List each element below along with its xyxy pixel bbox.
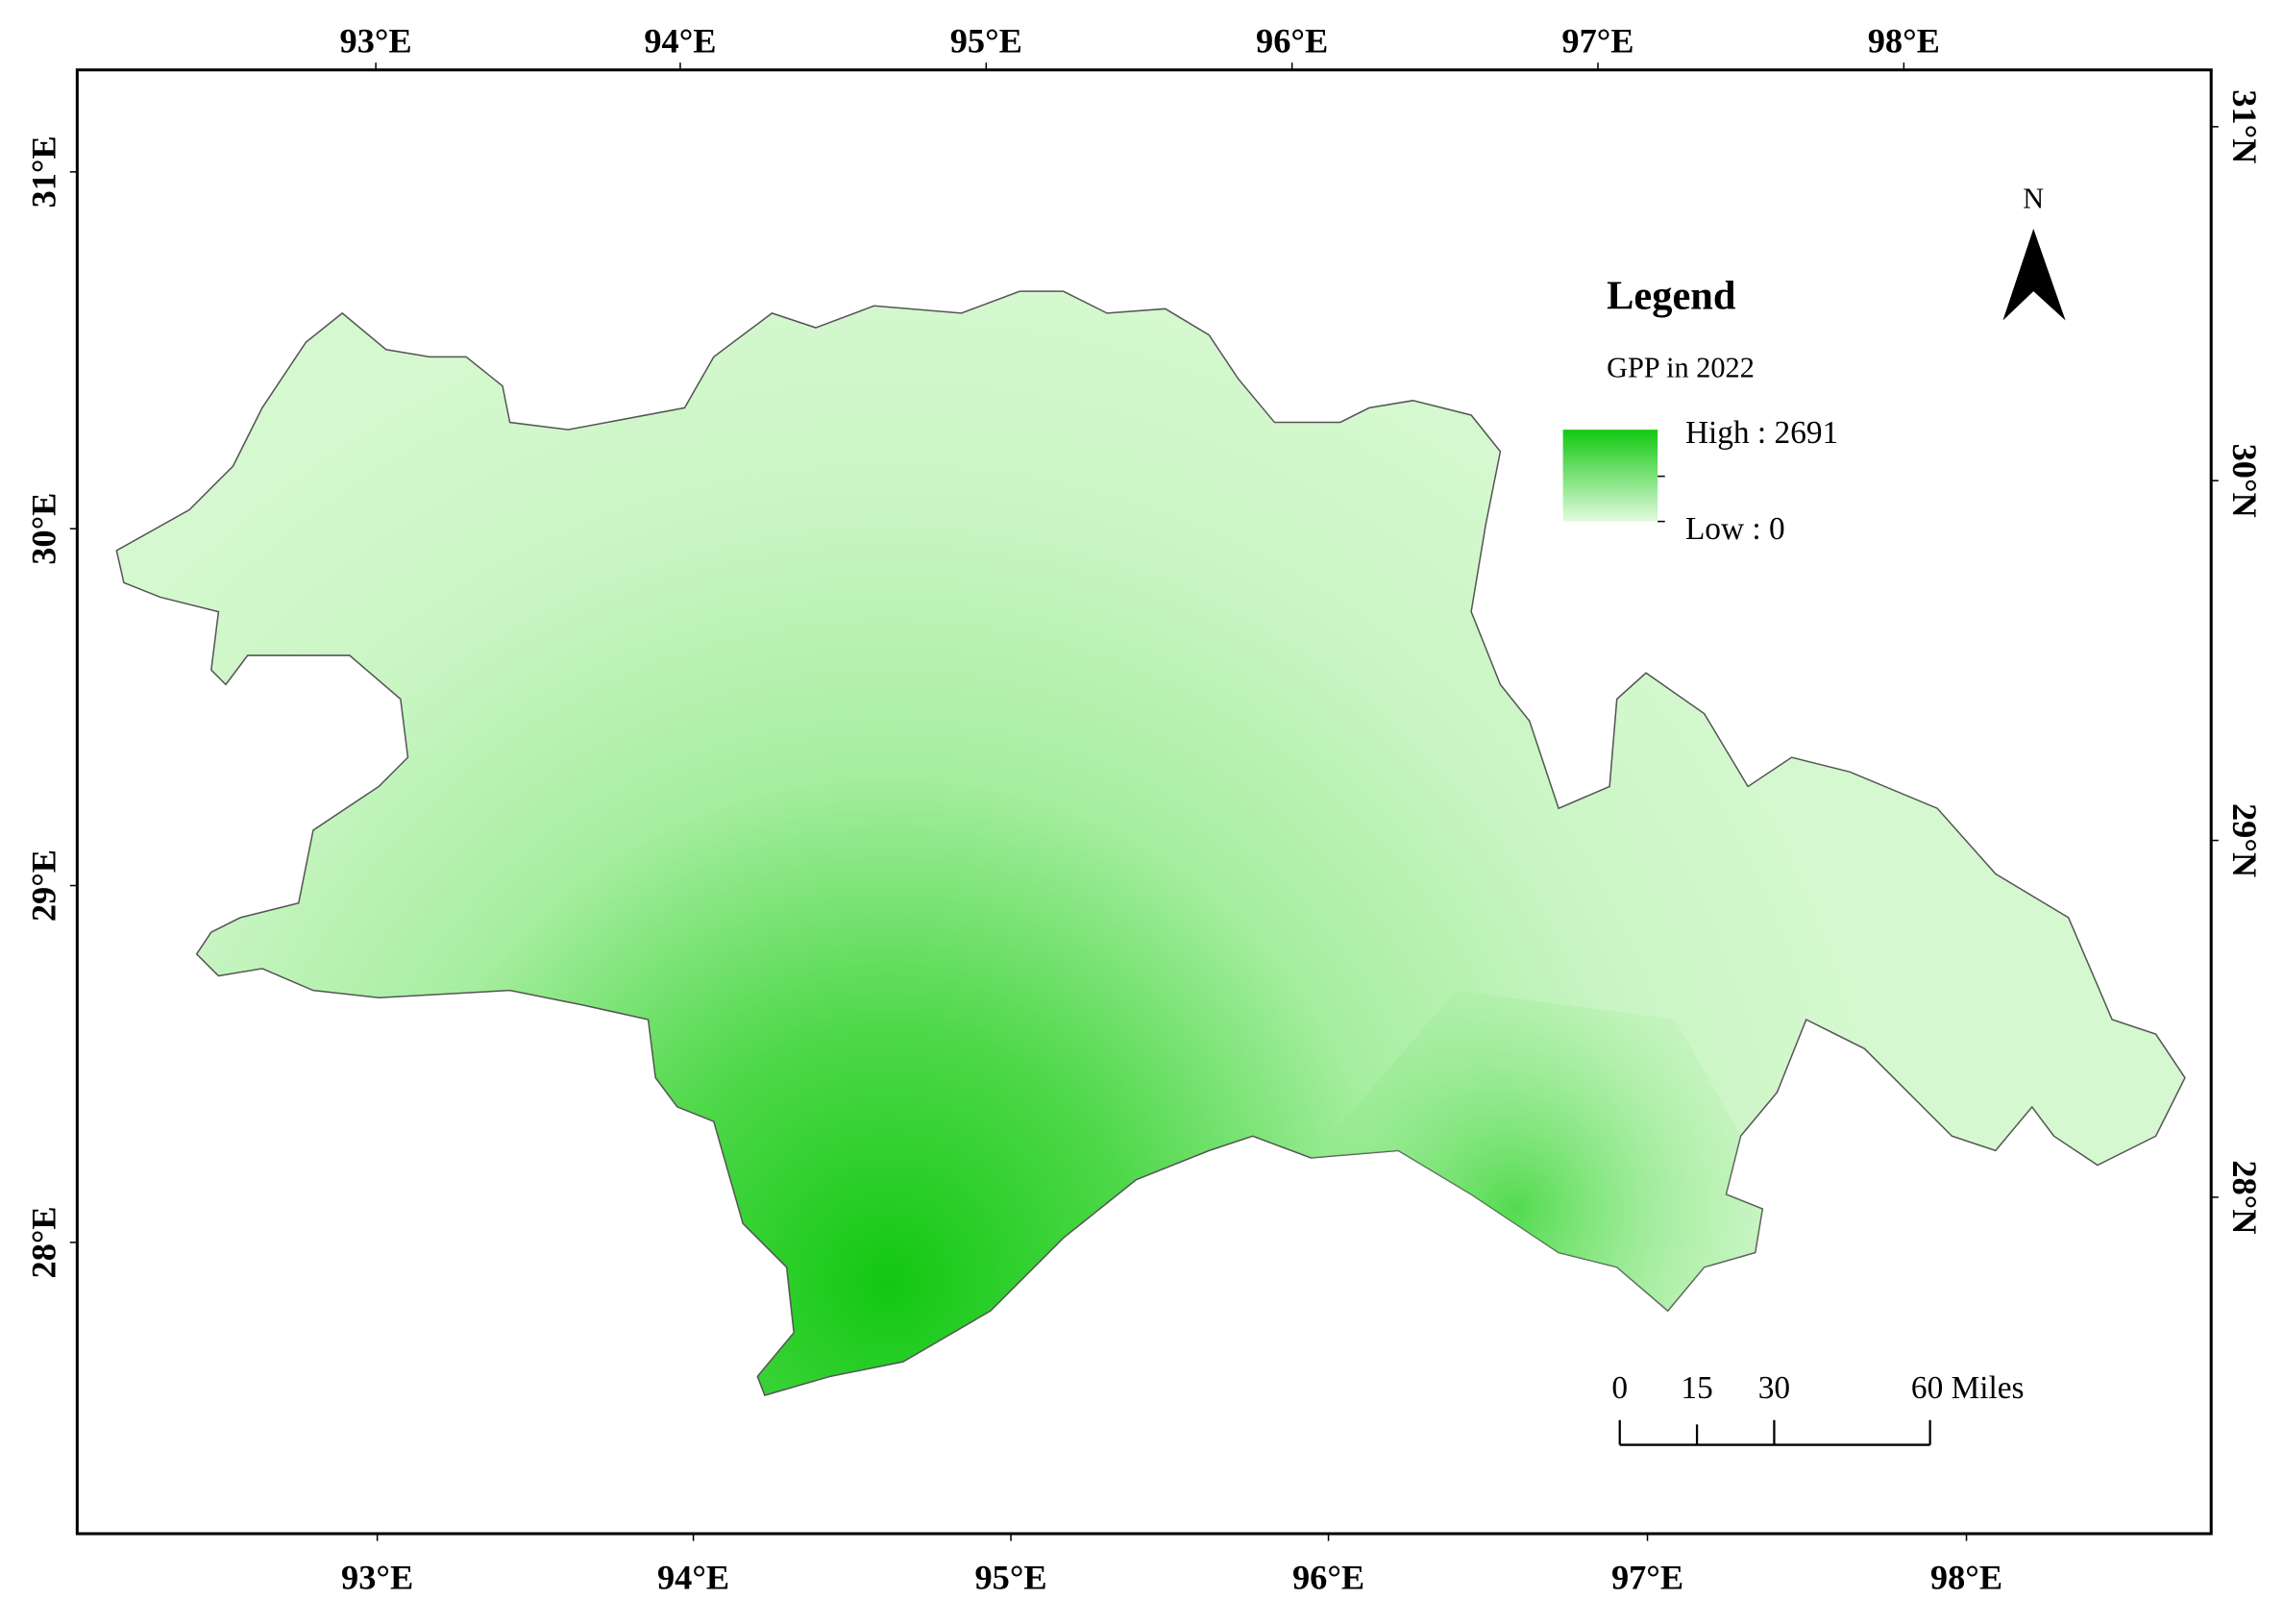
top-lon-label: 95°E bbox=[950, 22, 1022, 61]
right-lat-label: 29°N bbox=[2225, 803, 2264, 877]
right-lat-label: 28°N bbox=[2225, 1160, 2264, 1234]
legend-layer: GPP in 2022 bbox=[1607, 352, 1755, 384]
legend-title: Legend bbox=[1607, 273, 1736, 318]
scale-label: 0 bbox=[1611, 1370, 1628, 1406]
bottom-lon-label: 96°E bbox=[1292, 1559, 1364, 1597]
gpp-raster-east bbox=[1311, 990, 1763, 1312]
left-lat-label: 31°E bbox=[25, 135, 63, 208]
top-lon-label: 96°E bbox=[1256, 22, 1328, 61]
left-lat-label: 28°E bbox=[25, 1206, 63, 1278]
scale-label: 15 bbox=[1681, 1370, 1712, 1406]
left-lat-label: 30°E bbox=[25, 493, 63, 565]
top-lon-label: 98°E bbox=[1868, 22, 1940, 61]
bottom-lon-label: 93°E bbox=[341, 1559, 413, 1597]
legend-ramp bbox=[1562, 430, 1658, 522]
bottom-lon-label: 95°E bbox=[974, 1559, 1046, 1597]
top-lon-label: 93°E bbox=[340, 22, 412, 61]
scale-label: 60 Miles bbox=[1911, 1370, 2025, 1406]
scale-bar bbox=[1618, 1419, 1931, 1446]
top-lon-label: 94°E bbox=[644, 22, 716, 61]
legend-high: High : 2691 bbox=[1685, 415, 1838, 451]
legend-low: Low : 0 bbox=[1685, 511, 1785, 547]
bottom-lon-label: 98°E bbox=[1930, 1559, 2002, 1597]
top-lon-label: 97°E bbox=[1561, 22, 1633, 61]
right-lat-label: 30°N bbox=[2225, 444, 2264, 518]
scale-labels: 0 15 30 60 Miles bbox=[1611, 1370, 2024, 1406]
north-label: N bbox=[2023, 183, 2044, 215]
scale-label: 30 bbox=[1758, 1370, 1790, 1406]
left-lat-label: 29°E bbox=[25, 849, 63, 922]
north-arrow bbox=[2002, 228, 2066, 321]
graticule: 93°E 94°E 95°E 96°E 97°E 98°E 93°E 94°E 95°E 96°E… bbox=[25, 22, 2264, 1597]
right-lat-label: 31°N bbox=[2225, 89, 2264, 163]
region bbox=[115, 290, 2186, 1396]
bottom-lon-label: 97°E bbox=[1611, 1559, 1683, 1597]
bottom-lon-label: 94°E bbox=[657, 1559, 729, 1597]
